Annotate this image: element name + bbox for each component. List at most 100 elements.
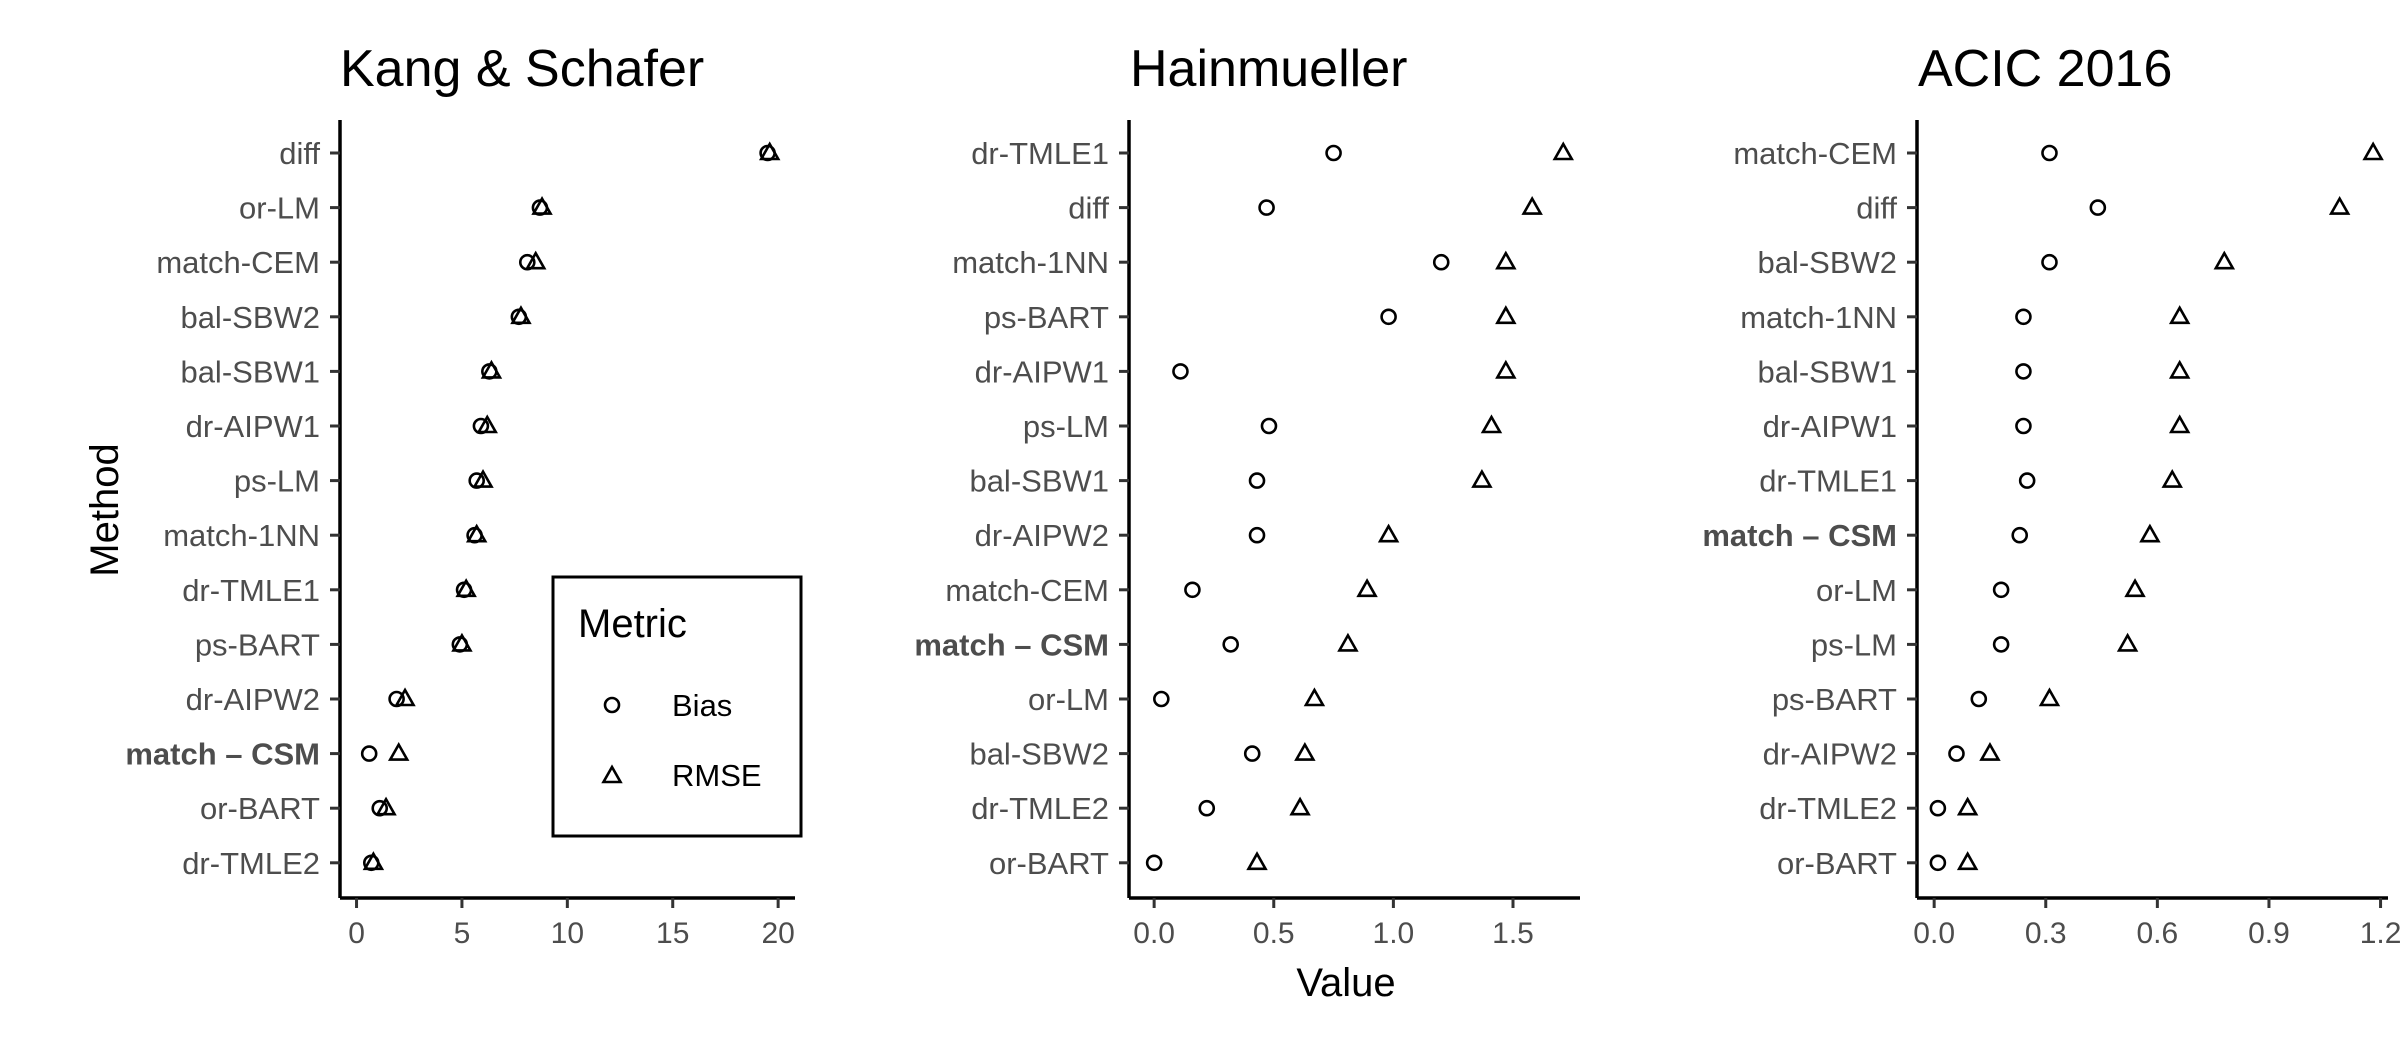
rmse-point-match-1nn [1495,250,1517,270]
y-tick-label-dr-aipw1: dr-AIPW1 [186,409,320,444]
bias-point-diff [2089,199,2107,216]
bias-point-match-1nn [2015,308,2032,326]
x-tick-label: 0.5 [1253,917,1295,950]
legend: Metric Bias RMSE [551,575,803,838]
x-tick-label: 0.6 [2137,917,2179,950]
rmse-point-or-lm [531,195,553,215]
y-tick-label-dr-tmle2: dr-TMLE2 [182,846,320,881]
x-tick-label: 1.5 [1492,917,1534,950]
rmse-point-dr-tmle2 [1956,796,1979,816]
rmse-point-or-bart [375,796,397,816]
y-tick-label-bal-sbw2: bal-SBW2 [180,300,320,335]
y-tick-label-match-csm: match – CSM [125,737,320,772]
bias-point-dr-aipw1 [2015,417,2032,435]
rmse-point-or-bart [1246,851,1268,871]
bias-point-or-lm [1153,690,1170,708]
bias-point-match-cem [2041,144,2058,162]
bias-point-or-lm [1992,581,2010,599]
legend-bias-circle-icon [603,696,621,714]
rmse-point-dr-aipw1 [1495,359,1517,379]
rmse-point-bal-sbw1 [1471,468,1493,488]
bias-point-match-csm [2011,526,2029,544]
y-tick-label-dr-tmle2: dr-TMLE2 [971,791,1109,826]
x-tick-label: 1.2 [2360,917,2400,950]
bias-point-ps-bart [1970,690,1988,708]
rmse-point-ps-lm [1480,414,1503,434]
y-tick-label-or-lm: or-LM [1816,573,1897,608]
y-tick-label-diff: diff [1856,191,1897,226]
y-tick-label-match-csm: match – CSM [914,627,1109,662]
y-tick-label-match-cem: match-CEM [1733,136,1897,171]
y-axis-title: Method [83,443,127,576]
bias-point-bal-sbw1 [1248,472,1266,489]
y-tick-label-bal-sbw1: bal-SBW1 [180,354,320,389]
y-tick-label-ps-lm: ps-LM [1023,409,1109,444]
rmse-point-ps-bart [1495,305,1517,325]
rmse-point-ps-bart [451,632,473,652]
y-tick-label-bal-sbw2: bal-SBW2 [1757,245,1897,280]
y-tick-label-dr-tmle1: dr-TMLE1 [182,573,320,608]
bias-point-or-bart [1145,854,1163,872]
bias-point-dr-aipw1 [1172,363,1189,380]
y-tick-label-diff: diff [1068,191,1109,226]
x-tick-label: 0.9 [2248,917,2290,950]
bias-point-match-1nn [1432,253,1450,271]
rmse-point-or-bart [1956,851,1979,871]
y-tick-label-dr-aipw1: dr-AIPW1 [975,354,1109,389]
y-tick-label-match-csm: match – CSM [1702,518,1897,553]
rmse-point-match-cem [524,250,547,270]
legend-label-rmse: RMSE [672,758,762,793]
rmse-point-match-1nn [465,523,488,543]
legend-title: Metric [578,602,687,646]
bias-point-ps-lm [1260,417,1278,435]
rmse-point-diff [758,141,781,161]
rmse-point-dr-tmle1 [455,578,477,598]
rmse-point-dr-aipw2 [394,687,416,707]
y-tick-label-ps-bart: ps-BART [984,300,1109,335]
y-tick-label-or-bart: or-BART [1777,846,1897,881]
panel-title: Kang & Schafer [340,40,704,98]
bias-point-match-csm [1222,636,1239,653]
bias-point-diff [1258,199,1275,216]
rmse-point-or-lm [1303,687,1326,707]
rmse-point-bal-sbw2 [510,305,532,325]
y-tick-label-dr-tmle1: dr-TMLE1 [1759,464,1897,499]
y-tick-label-dr-tmle1: dr-TMLE1 [971,136,1109,171]
bias-point-dr-tmle1 [1325,144,1342,162]
x-tick-label: 20 [761,917,794,950]
y-tick-label-ps-bart: ps-BART [1772,682,1897,717]
bias-point-dr-tmle2 [1198,799,1216,817]
bias-point-ps-lm [1992,636,2010,653]
rmse-point-or-lm [2124,578,2146,598]
rmse-point-dr-tmle2 [362,851,385,871]
y-tick-label-ps-lm: ps-LM [234,464,320,499]
rmse-point-ps-lm [2116,632,2139,652]
rmse-point-match-csm [387,741,410,761]
y-tick-label-match-1nn: match-1NN [952,245,1109,280]
y-tick-label-ps-bart: ps-BART [195,627,320,662]
y-tick-label-or-bart: or-BART [200,791,320,826]
rmse-point-ps-bart [2038,687,2061,707]
rmse-point-match-1nn [2168,305,2191,325]
rmse-point-diff [2328,195,2351,215]
rmse-point-match-cem [1356,578,1378,598]
rmse-point-dr-tmle2 [1289,796,1311,816]
bias-point-dr-aipw2 [1948,745,1965,762]
bias-point-match-csm [360,745,378,762]
x-tick-label: 5 [454,917,471,950]
legend-rmse-triangle-icon [601,764,623,784]
legend-box [551,575,803,838]
bias-point-bal-sbw2 [1243,745,1261,762]
y-tick-label-bal-sbw1: bal-SBW1 [969,464,1109,499]
rmse-point-match-csm [2139,523,2161,543]
y-tick-label-or-lm: or-LM [1028,682,1109,717]
rmse-point-bal-sbw1 [2168,359,2191,379]
y-tick-label-diff: diff [279,136,320,171]
rmse-point-dr-aipw2 [1979,741,2001,761]
y-tick-label-dr-aipw2: dr-AIPW2 [975,518,1109,553]
x-tick-label: 1.0 [1373,917,1415,950]
x-tick-label: 15 [656,917,689,950]
bias-point-match-cem [1184,581,1201,599]
panel-title: ACIC 2016 [1918,40,2172,98]
